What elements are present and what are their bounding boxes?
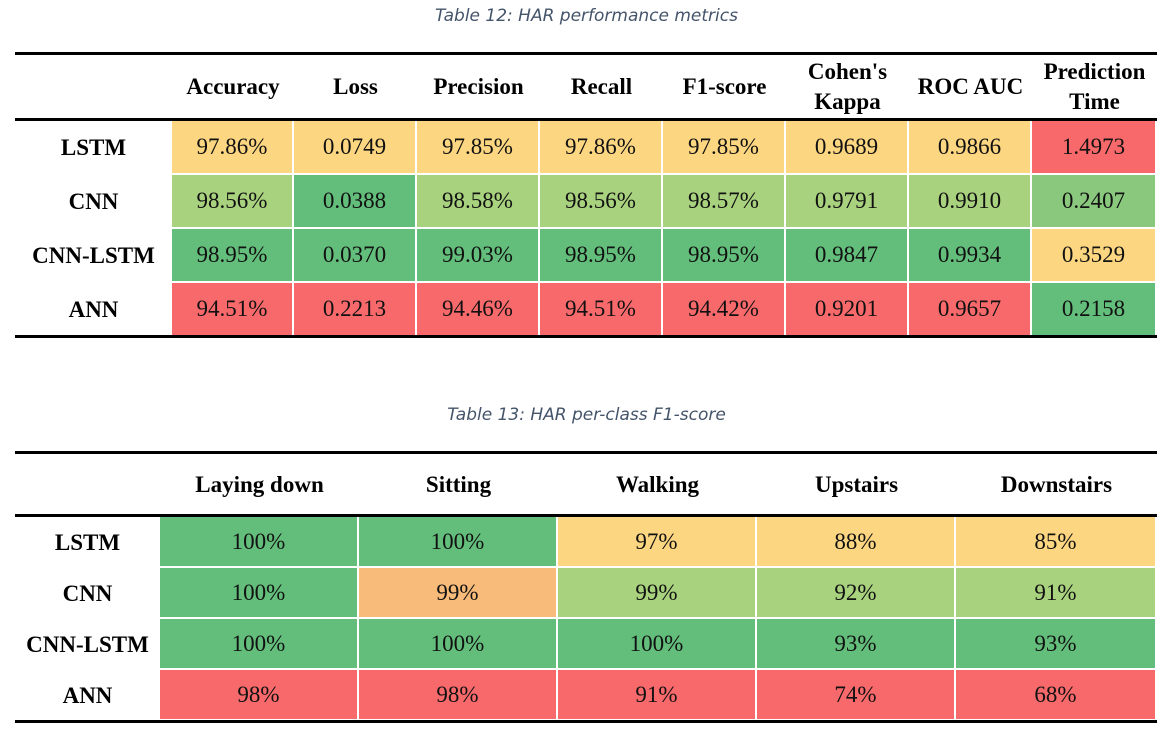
row-label: ANN <box>62 682 113 708</box>
table-cell: 0.9201 <box>786 283 909 337</box>
table-cell: 0.9657 <box>909 283 1032 337</box>
table-cell: 94.51% <box>172 283 294 337</box>
table-cell: 94.46% <box>417 283 540 337</box>
table-13-header-rule <box>15 514 1157 517</box>
table-cell: 0.2213 <box>294 283 417 337</box>
column-header: F1-score <box>682 74 767 99</box>
table-cell: 99.03% <box>417 229 540 283</box>
table-cell: 0.3529 <box>1032 229 1157 283</box>
table-cell: 98.95% <box>663 229 786 283</box>
table-cell: 94.51% <box>540 283 663 337</box>
table-cell: 0.0370 <box>294 229 417 283</box>
column-header: Upstairs <box>814 471 899 497</box>
column-header: ROC AUC <box>917 74 1024 99</box>
table-12-bottom-rule <box>15 335 1157 338</box>
table-cell: 88% <box>757 517 956 568</box>
table-cell: 100% <box>359 619 558 670</box>
row-label: CNN <box>62 580 113 606</box>
table-cell: 100% <box>558 619 757 670</box>
table-cell: 93% <box>956 619 1157 670</box>
table-cell: 100% <box>160 517 359 568</box>
table-cell: 98.57% <box>663 175 786 229</box>
table-12-header-rule <box>15 118 1157 121</box>
column-header: Accuracy <box>186 74 280 99</box>
table-cell: 98.95% <box>540 229 663 283</box>
table-cell: 74% <box>757 670 956 721</box>
table-cell: 98% <box>359 670 558 721</box>
table-12-top-rule <box>15 52 1157 55</box>
column-header: Downstairs <box>1000 471 1113 497</box>
table-12-caption: Table 12: HAR performance metrics <box>435 6 738 26</box>
table-cell: 92% <box>757 568 956 619</box>
table-cell: 0.0388 <box>294 175 417 229</box>
column-header: Walking <box>615 471 700 497</box>
table-cell: 0.9689 <box>786 121 909 175</box>
column-header: Loss <box>333 74 378 99</box>
table-cell: 0.9910 <box>909 175 1032 229</box>
table-cell: 0.9934 <box>909 229 1032 283</box>
row-label: LSTM <box>54 529 121 555</box>
table-cell: 1.4973 <box>1032 121 1157 175</box>
table-cell: 100% <box>160 619 359 670</box>
table-13-caption: Table 13: HAR per-class F1-score <box>447 405 726 425</box>
row-label: CNN-LSTM <box>26 631 149 657</box>
column-header: Cohen's Kappa <box>807 59 888 114</box>
table-cell: 100% <box>359 517 558 568</box>
table-cell: 97.86% <box>540 121 663 175</box>
table-cell: 98.95% <box>172 229 294 283</box>
table-cell: 94.42% <box>663 283 786 337</box>
table-cell: 85% <box>956 517 1157 568</box>
column-header: Sitting <box>425 471 492 497</box>
column-header: Prediction Time <box>1043 59 1146 114</box>
table-cell: 93% <box>757 619 956 670</box>
table-cell: 98% <box>160 670 359 721</box>
table-cell: 97% <box>558 517 757 568</box>
table-cell: 99% <box>359 568 558 619</box>
table-cell: 99% <box>558 568 757 619</box>
table-cell: 0.9847 <box>786 229 909 283</box>
table-cell: 97.85% <box>663 121 786 175</box>
table-cell: 100% <box>160 568 359 619</box>
table-cell: 68% <box>956 670 1157 721</box>
table-cell: 98.58% <box>417 175 540 229</box>
table-13-bottom-rule <box>15 720 1157 723</box>
table-cell: 0.9791 <box>786 175 909 229</box>
row-label: CNN-LSTM <box>32 243 155 268</box>
column-header: Precision <box>433 74 524 99</box>
column-header: Laying down <box>195 471 324 497</box>
table-cell: 97.86% <box>172 121 294 175</box>
table-cell: 98.56% <box>172 175 294 229</box>
row-label: ANN <box>68 297 119 322</box>
table-cell: 0.0749 <box>294 121 417 175</box>
row-label: LSTM <box>60 135 127 160</box>
table-cell: 97.85% <box>417 121 540 175</box>
table-cell: 98.56% <box>540 175 663 229</box>
table-13-top-rule <box>15 451 1157 454</box>
table-cell: 0.2407 <box>1032 175 1157 229</box>
table-cell: 91% <box>956 568 1157 619</box>
column-header: Recall <box>570 74 633 99</box>
table-cell: 91% <box>558 670 757 721</box>
table-cell: 0.9866 <box>909 121 1032 175</box>
table-cell: 0.2158 <box>1032 283 1157 337</box>
row-label: CNN <box>68 189 119 214</box>
